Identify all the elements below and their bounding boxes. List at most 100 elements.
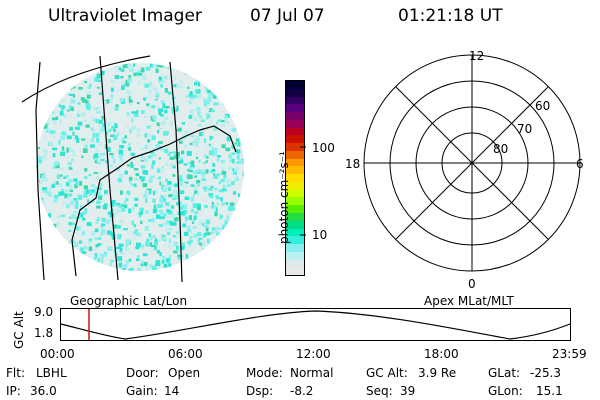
emission-pixel xyxy=(76,64,81,67)
emission-pixel xyxy=(227,228,232,233)
emission-pixel xyxy=(168,184,174,188)
emission-pixel xyxy=(51,183,55,188)
emission-pixel xyxy=(146,238,149,242)
emission-pixel xyxy=(89,180,92,184)
emission-pixel xyxy=(228,229,233,233)
emission-pixel xyxy=(171,107,176,111)
emission-pixel xyxy=(53,63,56,68)
emission-pixel xyxy=(126,90,132,95)
emission-pixel xyxy=(42,187,47,191)
emission-pixel xyxy=(219,256,224,259)
emission-pixel xyxy=(39,106,42,112)
emission-pixel xyxy=(86,94,91,99)
emission-pixel xyxy=(162,238,165,241)
emission-pixel xyxy=(198,72,203,76)
emission-pixel xyxy=(202,174,205,180)
emission-pixel xyxy=(241,109,244,113)
lat-label-70: 70 xyxy=(517,122,532,136)
emission-pixel xyxy=(72,131,75,136)
emission-pixel xyxy=(216,202,219,206)
emission-pixel xyxy=(228,206,233,211)
emission-pixel xyxy=(203,78,207,82)
emission-pixel xyxy=(142,253,148,257)
emission-pixel xyxy=(223,174,227,179)
emission-pixel xyxy=(177,254,181,257)
emission-pixel xyxy=(44,250,49,254)
emission-pixel xyxy=(202,261,206,265)
emission-pixel xyxy=(240,105,243,109)
emission-pixel xyxy=(211,109,215,113)
emission-pixel xyxy=(236,154,240,160)
emission-pixel xyxy=(197,182,201,187)
emission-pixel xyxy=(217,197,222,200)
emission-pixel xyxy=(76,261,81,264)
emission-pixel xyxy=(228,153,233,159)
emission-pixel xyxy=(213,240,218,243)
emission-pixel xyxy=(41,64,44,67)
emission-pixel xyxy=(123,204,128,209)
emission-pixel xyxy=(146,66,151,71)
emission-pixel xyxy=(175,231,179,234)
emission-pixel xyxy=(108,99,113,103)
emission-pixel xyxy=(153,204,157,208)
time-label: 01:21:18 UT xyxy=(398,6,503,26)
emission-pixel xyxy=(235,110,239,114)
emission-pixel xyxy=(227,106,232,110)
emission-pixel xyxy=(60,84,65,88)
emission-pixel xyxy=(105,160,109,164)
emission-pixel xyxy=(172,164,176,169)
emission-pixel xyxy=(215,244,221,250)
emission-pixel xyxy=(220,179,225,183)
emission-pixel xyxy=(192,142,196,145)
emission-pixel xyxy=(79,180,83,186)
emission-pixel xyxy=(60,98,66,103)
timeline-right-caption: Apex MLat/MLT xyxy=(424,294,514,308)
emission-pixel xyxy=(113,224,117,229)
emission-pixel xyxy=(221,166,225,172)
emission-pixel xyxy=(232,216,235,220)
emission-pixel xyxy=(212,227,216,231)
colorbar-tick-100: 100 xyxy=(312,141,335,155)
emission-pixel xyxy=(151,218,155,223)
emission-pixel xyxy=(65,92,69,96)
emission-pixel xyxy=(171,109,176,115)
emission-pixel xyxy=(107,147,111,152)
emission-pixel xyxy=(232,158,235,164)
emission-pixel xyxy=(59,167,64,170)
emission-pixel xyxy=(236,108,241,112)
emission-pixel xyxy=(128,95,132,100)
emission-pixel xyxy=(63,270,68,271)
timeline-y-tick-top: 9.0 xyxy=(34,305,54,319)
emission-pixel xyxy=(203,145,209,148)
emission-pixel xyxy=(204,250,208,254)
emission-pixel xyxy=(182,204,188,209)
emission-pixel xyxy=(182,267,187,270)
emission-pixel xyxy=(172,174,176,177)
emission-pixel xyxy=(100,254,104,259)
emission-pixel xyxy=(221,120,225,123)
emission-pixel xyxy=(74,242,79,247)
emission-pixel xyxy=(152,235,156,239)
emission-pixel xyxy=(93,158,98,161)
emission-pixel xyxy=(161,255,166,259)
emission-pixel xyxy=(144,190,150,195)
emission-pixel xyxy=(179,103,183,107)
emission-pixel xyxy=(144,267,150,271)
emission-pixel xyxy=(52,147,58,151)
emission-pixel xyxy=(206,114,211,120)
emission-pixel xyxy=(176,105,179,111)
emission-pixel xyxy=(128,99,133,103)
emission-pixel xyxy=(105,240,109,245)
emission-pixel xyxy=(187,240,192,244)
emission-pixel xyxy=(219,68,224,71)
emission-pixel xyxy=(239,239,244,244)
emission-pixel xyxy=(211,205,216,209)
emission-pixel xyxy=(99,86,103,91)
emission-pixel xyxy=(57,244,60,248)
emission-pixel xyxy=(217,82,222,85)
emission-pixel xyxy=(114,123,118,129)
emission-pixel xyxy=(58,72,61,76)
emission-pixel xyxy=(91,189,96,193)
emission-pixel xyxy=(101,71,104,76)
mlt-label-12: 12 xyxy=(469,49,484,63)
